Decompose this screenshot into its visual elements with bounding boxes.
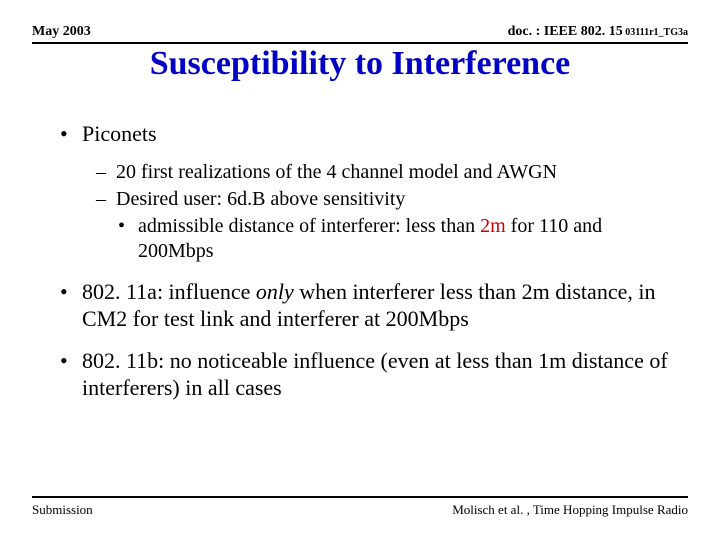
header-docref: doc. : IEEE 802. 15 03111r1_TG3a <box>508 24 688 40</box>
header-docref-suffix: 03111r1_TG3a <box>623 27 688 38</box>
bullet-80211a: 802. 11a: influence only when interferer… <box>60 278 680 333</box>
slide-title: Susceptibility to Interference <box>0 45 720 83</box>
footer-rule <box>32 496 688 498</box>
sub-admissible-b: 2m <box>480 215 506 237</box>
bullet-piconets-label: Piconets <box>82 121 157 146</box>
sub-admissible-a: admissible distance of interferer: less … <box>138 215 480 237</box>
header-rule <box>32 42 688 44</box>
footer-right: Molisch et al. , Time Hopping Impulse Ra… <box>452 502 688 518</box>
bullet-80211a-prefix: 802. 11a: influence <box>82 279 256 304</box>
slide: May 2003 doc. : IEEE 802. 15 03111r1_TG3… <box>0 0 720 540</box>
slide-content: Piconets 20 first realizations of the 4 … <box>60 120 680 416</box>
footer-left: Submission <box>32 502 93 518</box>
bullet-80211a-only: only <box>256 279 294 304</box>
bullet-80211b: 802. 11b: no noticeable influence (even … <box>60 347 680 402</box>
sub-admissible-distance: admissible distance of interferer: less … <box>118 214 680 264</box>
bullet-piconets: Piconets 20 first realizations of the 4 … <box>60 120 680 264</box>
header-docref-prefix: doc. : IEEE 802. 15 <box>508 24 623 39</box>
sub-desired-user: Desired user: 6d.B above sensitivity <box>96 187 680 212</box>
header-date: May 2003 <box>32 24 91 40</box>
sub-realizations: 20 first realizations of the 4 channel m… <box>96 160 680 185</box>
